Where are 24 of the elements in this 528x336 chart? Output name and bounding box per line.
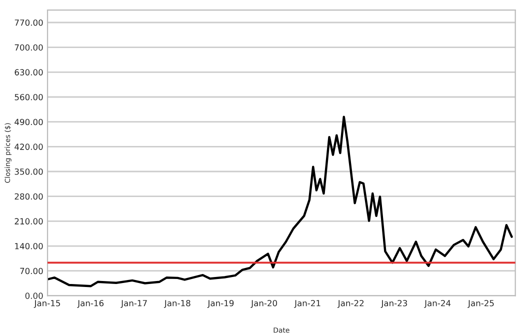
y-tick-label: 0.00 — [25, 292, 43, 299]
y-tick-label: 700.00 — [14, 44, 43, 51]
x-tick-label: Jan-22 — [337, 300, 364, 308]
x-tick-label: Jan-21 — [294, 300, 320, 308]
y-tick-label: 490.00 — [14, 118, 43, 126]
x-tick-label: Jan-23 — [380, 300, 408, 308]
y-tick-label: 140.00 — [15, 242, 43, 250]
y-tick-label: 770.00 — [14, 19, 43, 26]
line-series — [48, 116, 513, 288]
y-tick-label: 560.00 — [14, 94, 43, 100]
y-tick-label: 70.00 — [20, 268, 43, 274]
x-tick-label: Jan-25 — [468, 300, 494, 308]
x-tick-label: Jan-19 — [207, 300, 234, 308]
y-tick-label: 420.00 — [14, 144, 43, 150]
x-tick-label: Jan-20 — [250, 300, 277, 308]
y-tick-label: 350.00 — [14, 168, 43, 175]
x-tick-label: Jan-15 — [34, 300, 60, 308]
x-tick-label: Jan-18 — [164, 300, 190, 308]
y-tick-label: 630.00 — [14, 69, 43, 76]
x-tick-label: Jan-17 — [120, 300, 147, 308]
x-tick-label: Jan-16 — [77, 300, 104, 308]
y-tick-label: 280.00 — [14, 193, 43, 200]
x-tick-label: Jan-24 — [424, 300, 451, 308]
y-tick-label: 210.00 — [14, 218, 43, 224]
